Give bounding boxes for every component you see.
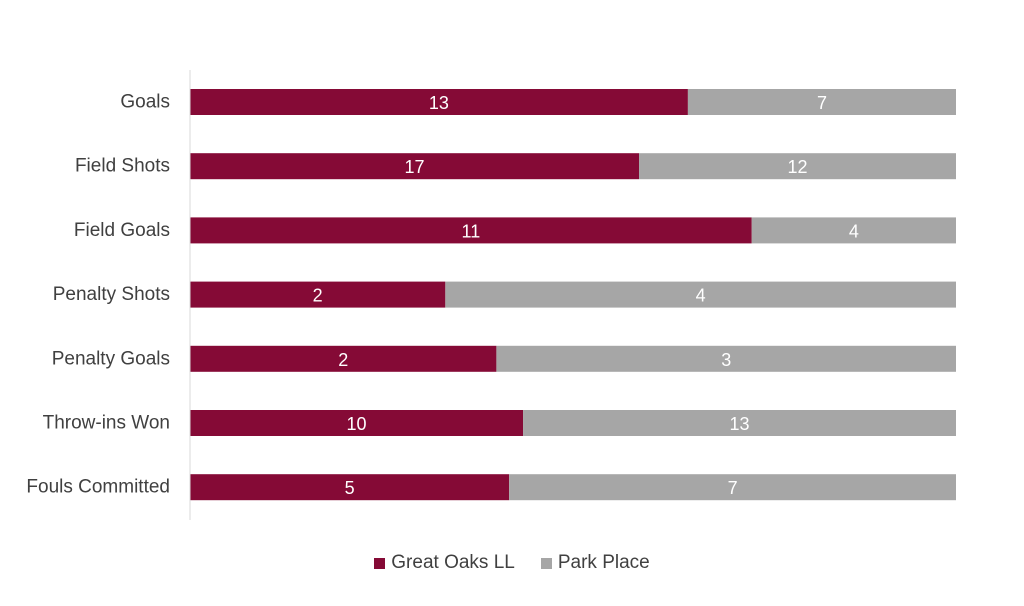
data-label-great-oaks-ll-throw-ins-won: 10 [347,414,367,434]
data-label-park-place-goals: 7 [817,93,827,113]
stacked-bar-chart: Goals 13 7 Field Shots 17 12 Field Goals 11 4 Pen… [26,70,956,520]
data-label-great-oaks-ll-field-shots: 17 [405,157,425,177]
legend-label-great-oaks: Great Oaks LL [391,552,515,573]
category-label-penalty-goals: Penalty Goals [52,348,170,369]
bar-park-place-throw-ins-won [523,410,956,436]
bar-great-oaks-ll-goals [190,89,688,115]
data-label-great-oaks-ll-fouls-committed: 5 [345,478,355,498]
legend: Great Oaks LL Park Place [0,552,1024,574]
data-label-great-oaks-ll-penalty-goals: 2 [338,350,348,370]
category-label-penalty-shots: Penalty Shots [53,284,170,305]
data-label-great-oaks-ll-penalty-shots: 2 [313,286,323,306]
data-label-park-place-field-shots: 12 [788,157,808,177]
data-label-great-oaks-ll-field-goals: 11 [462,221,481,241]
data-label-park-place-penalty-shots: 4 [696,286,706,306]
category-label-field-shots: Field Shots [75,156,170,177]
bar-great-oaks-ll-field-shots [190,153,640,180]
bar-park-place-goals [687,89,956,115]
bar-great-oaks-ll-penalty-goals [190,345,497,372]
data-label-great-oaks-ll-goals: 13 [429,93,449,113]
labels-layer: Goals 13 7 Field Shots 17 12 Field Goals 11 4 Pen… [26,92,858,499]
category-label-fouls-committed: Fouls Committed [26,477,170,498]
data-label-park-place-fouls-committed: 7 [728,478,738,498]
legend-swatch-park-place [540,557,552,569]
bar-park-place-field-shots [639,153,956,180]
category-label-throw-ins-won: Throw-ins Won [43,413,170,434]
data-label-park-place-field-goals: 4 [849,221,859,241]
bar-great-oaks-ll-penalty-shots [190,281,446,308]
legend-label-park-place: Park Place [557,552,650,573]
bar-great-oaks-ll-throw-ins-won [190,410,524,436]
legend-swatch-great-oaks [374,557,386,569]
bar-park-place-penalty-shots [445,281,956,308]
bar-park-place-fouls-committed [509,474,956,501]
bar-great-oaks-ll-fouls-committed [190,474,510,501]
bar-park-place-penalty-goals [496,345,956,372]
data-label-park-place-throw-ins-won: 13 [730,414,750,434]
legend-item-park-place: Park Place [540,552,650,574]
bar-park-place-field-goals [751,217,956,244]
category-label-field-goals: Field Goals [74,220,170,241]
data-label-park-place-penalty-goals: 3 [721,350,731,370]
legend-item-great-oaks: Great Oaks LL [374,552,515,574]
bars-layer [190,89,956,501]
bar-great-oaks-ll-field-goals [190,217,752,244]
category-label-goals: Goals [120,92,170,113]
